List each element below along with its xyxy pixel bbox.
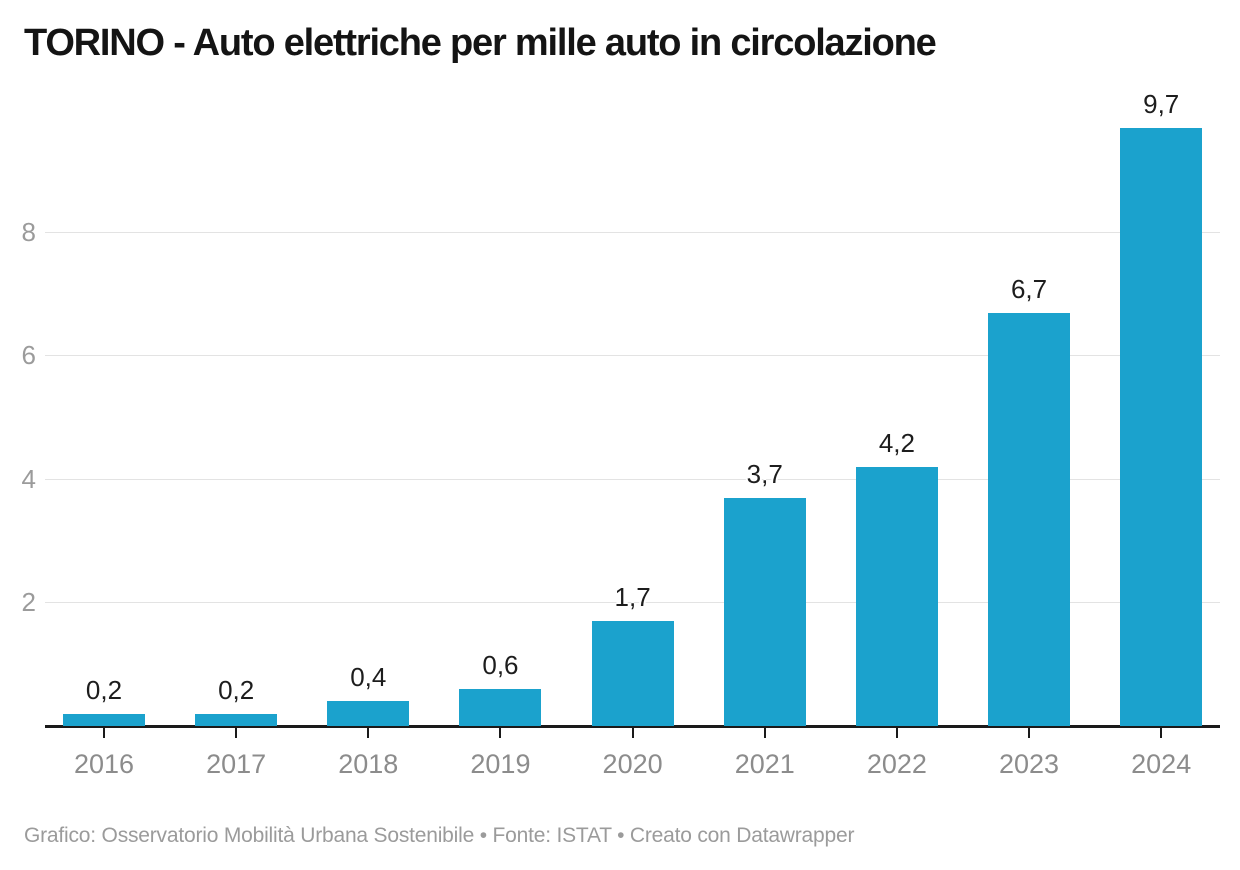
x-axis-tick — [1028, 728, 1031, 738]
gridline-y-2 — [45, 601, 1220, 603]
x-axis-tick — [631, 728, 634, 738]
y-axis-tick-label: 2 — [21, 586, 36, 617]
bar-value-label: 0,2 — [85, 674, 123, 705]
x-axis-tick — [367, 728, 370, 738]
bar-2024[interactable] — [1120, 128, 1203, 726]
gridline-y-6 — [45, 355, 1220, 357]
bar-2020[interactable] — [591, 621, 674, 726]
x-axis-tick — [895, 728, 898, 738]
x-axis-line — [45, 725, 1220, 728]
y-axis-tick-label: 4 — [21, 463, 36, 494]
bar-2019[interactable] — [459, 689, 542, 726]
x-axis-label-2024: 2024 — [1131, 749, 1192, 780]
x-axis-label-2022: 2022 — [866, 749, 927, 780]
bar-value-label: 9,7 — [1143, 89, 1180, 120]
x-axis-label-2016: 2016 — [73, 749, 135, 780]
x-axis-label-2019: 2019 — [470, 749, 531, 780]
x-axis-label-2021: 2021 — [734, 749, 795, 780]
x-axis-label-2017: 2017 — [206, 749, 267, 780]
x-axis-tick — [235, 728, 238, 738]
x-axis-label-2023: 2023 — [999, 749, 1060, 780]
chart-title: TORINO - Auto elettriche per mille auto … — [24, 22, 937, 64]
chart-footer: Grafico: Osservatorio Mobilità Urbana So… — [24, 824, 855, 847]
x-axis-tick — [103, 728, 105, 738]
bar-value-label: 0,6 — [482, 650, 519, 681]
bar-2018[interactable] — [327, 701, 410, 726]
x-axis-tick — [1160, 728, 1163, 738]
bar-2016[interactable] — [63, 713, 145, 726]
bar-value-label: 4,2 — [878, 428, 915, 459]
x-axis-label-2018: 2018 — [338, 749, 399, 780]
x-axis-tick — [499, 728, 502, 738]
bar-value-label: 0,4 — [350, 662, 387, 693]
bar-2021[interactable] — [723, 498, 806, 726]
bar-2023[interactable] — [988, 313, 1071, 726]
x-axis-tick — [763, 728, 766, 738]
bar-2017[interactable] — [195, 713, 278, 726]
bar-value-label: 6,7 — [1010, 274, 1048, 305]
x-axis-label-2020: 2020 — [602, 749, 663, 780]
gridline-y-4 — [45, 478, 1220, 480]
bar-value-label: 1,7 — [614, 582, 651, 613]
plot-area: 2 4 6 8 0,2 2016 0,2 2017 0,4 2018 0,6 2019 1,7 2020 3… — [0, 91, 1240, 779]
bar-value-label: 3,7 — [746, 459, 783, 490]
bar-value-label: 0,2 — [218, 674, 255, 705]
y-axis-tick-label: 8 — [21, 217, 36, 248]
y-axis-tick-label: 6 — [21, 340, 36, 371]
gridline-y-8 — [45, 232, 1220, 234]
bar-2022[interactable] — [855, 467, 938, 726]
